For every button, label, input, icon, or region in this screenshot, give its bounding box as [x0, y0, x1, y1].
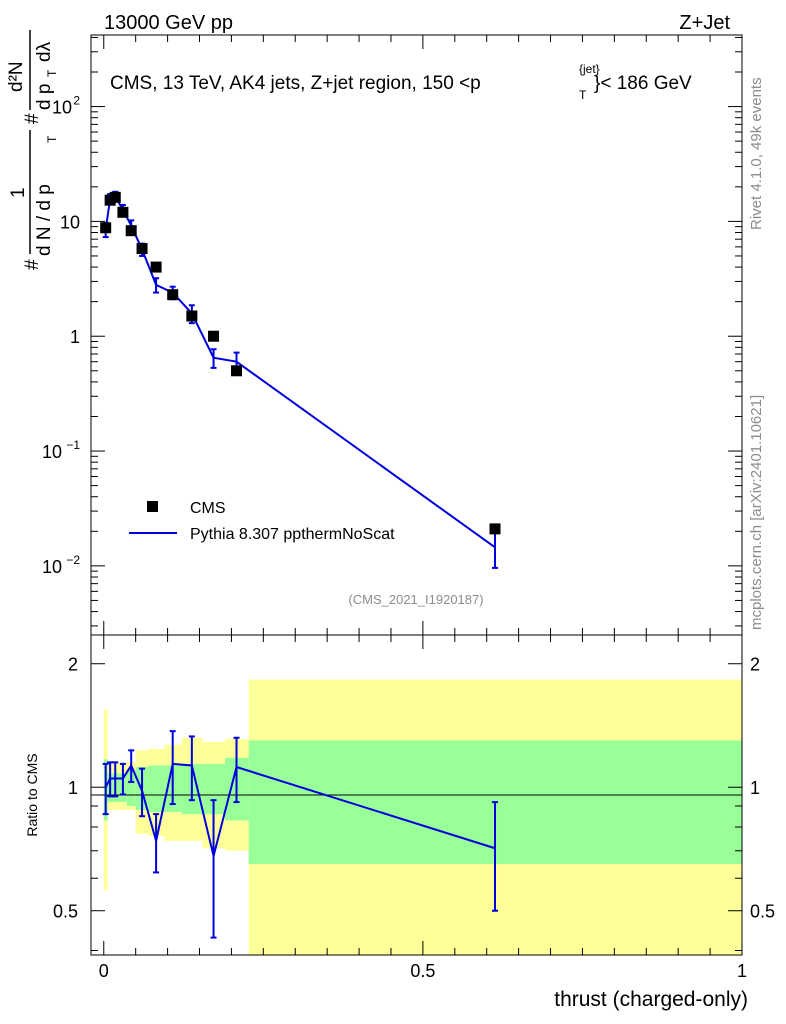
main-ylabel: # 1 d N / d p T # d²N d p T dλ	[6, 30, 59, 270]
xtick-label: 0	[99, 961, 109, 981]
data-marker	[100, 222, 112, 234]
mc-series-ratio	[102, 730, 499, 939]
main-ytick-exp: −2	[66, 553, 80, 567]
main-ytick-exp: 2	[73, 94, 80, 108]
ratio-ytick-label-left: 0.5	[53, 902, 78, 922]
data-marker	[186, 310, 198, 322]
plot-title: CMS, 13 TeV, AK4 jets, Z+jet region, 150…	[110, 62, 692, 102]
data-marker	[231, 365, 243, 377]
ratio-ylabel: Ratio to CMS	[24, 753, 40, 836]
data-series-main	[100, 191, 501, 535]
mc-series-main	[102, 190, 499, 569]
main-plot-frame	[90, 34, 743, 636]
data-marker	[150, 261, 162, 273]
inner-band-9	[202, 763, 226, 815]
ylabel-frac-num: 1	[8, 187, 29, 198]
ratio-ytick-label-right: 1	[750, 778, 760, 798]
main-ytick-exp: −1	[66, 438, 80, 452]
data-marker	[136, 243, 148, 255]
x-axis-label: thrust (charged-only)	[554, 988, 748, 1011]
ylabel-d2n: d²N	[6, 61, 27, 92]
ylabel-dpt: d p	[34, 84, 55, 110]
ratio-ytick-label-right: 0.5	[750, 902, 775, 922]
energy-label: 13000 GeV pp	[104, 12, 233, 34]
inner-band-4	[126, 770, 136, 807]
title-superscript: {jet}	[579, 62, 600, 76]
title-suffix: }< 186 GeV	[594, 73, 692, 94]
title-subscript: T	[579, 88, 587, 102]
data-marker	[117, 206, 129, 218]
title-prefix: CMS, 13 TeV, AK4 jets, Z+jet region, 150…	[110, 73, 470, 94]
legend-mc-label: Pythia 8.307 ppthermNoScat	[190, 526, 395, 543]
xtick-label: 1	[737, 961, 747, 981]
ratio-ytick-label-left: 1	[68, 778, 78, 798]
ratio-ytick-labels: 0.5 0.5 1 1 2 2	[53, 655, 775, 922]
main-ytick-label: 10	[60, 212, 80, 232]
ratio-ytick-label-left: 2	[68, 655, 78, 675]
xtick-labels: 0 0.5 1	[99, 961, 747, 981]
inner-band-6	[148, 765, 165, 813]
title-p: p	[470, 73, 481, 94]
main-ytick-label: 10	[42, 557, 62, 577]
analysis-id: (CMS_2021_I1920187)	[348, 592, 483, 607]
mcplots-label: mcplots.cern.ch [arXiv:2401.10621]	[748, 395, 765, 630]
data-marker	[489, 523, 501, 535]
ylabel-dpt-sub: T	[45, 69, 59, 77]
data-marker	[208, 330, 220, 342]
ylabel-dlambda: dλ	[34, 41, 55, 62]
legend: CMS Pythia 8.307 ppthermNoScat	[129, 500, 395, 543]
ylabel-hash-1: #	[22, 259, 43, 270]
axis-ticks	[91, 35, 743, 955]
process-label: Z+Jet	[679, 12, 730, 34]
ylabel-den-sub: T	[45, 135, 59, 143]
main-ytick-label: 10	[42, 442, 62, 462]
legend-cms-label: CMS	[190, 500, 226, 517]
mc-line-main	[104, 195, 496, 549]
ratio-uncertainty-bands	[103, 679, 743, 955]
data-marker	[167, 289, 179, 301]
rivet-label: Rivet 4.1.0, 49k events	[748, 77, 765, 230]
ratio-ytick-label-right: 2	[750, 655, 760, 675]
xtick-label: 0.5	[410, 961, 435, 981]
data-marker	[109, 191, 121, 203]
main-ytick-label: 1	[70, 327, 80, 347]
ylabel-hash-2: #	[22, 113, 43, 124]
legend-cms-marker	[147, 501, 158, 512]
svg-text:CMS, 13 TeV, AK4 jets, Z+jet r: CMS, 13 TeV, AK4 jets, Z+jet region, 150…	[110, 73, 481, 94]
main-ytick-label: 10	[52, 98, 72, 118]
data-marker	[125, 225, 137, 237]
ylabel-frac-den: d N / d p	[34, 184, 55, 256]
